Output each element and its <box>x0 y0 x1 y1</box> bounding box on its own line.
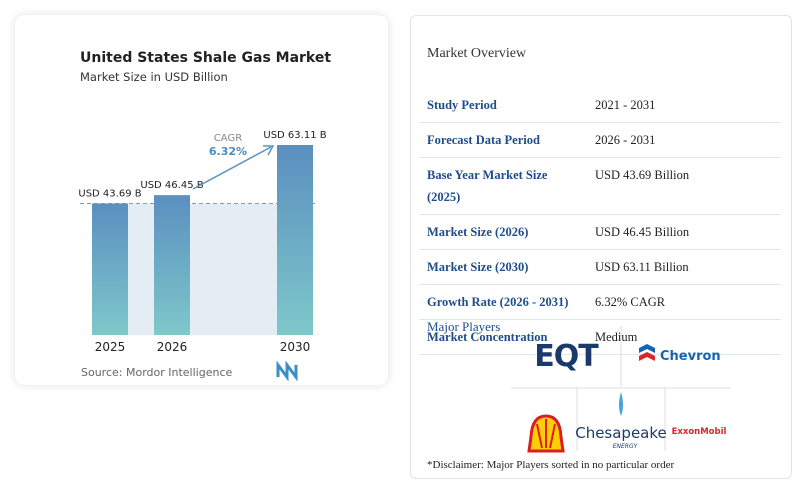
row-value: USD 63.11 Billion <box>587 249 781 285</box>
chart-title: United States Shale Gas Market <box>80 50 331 66</box>
players-title: Major Players <box>427 319 501 334</box>
chesapeake-logo: Chesapeake <box>575 424 667 442</box>
overview-row: Study Period 2021 - 2031 <box>419 88 781 123</box>
chevron-icon <box>639 344 655 353</box>
chevron-icon <box>639 352 655 361</box>
row-label: Growth Rate (2026 - 2031) <box>419 284 587 320</box>
overview-panel: Market Overview Study Period 2021 - 2031 F… <box>410 15 792 479</box>
row-value: USD 46.45 Billion <box>587 214 781 250</box>
shell-logo <box>527 414 565 453</box>
row-label: Market Size (2030) <box>419 249 587 285</box>
chesapeake-flame <box>619 392 623 416</box>
row-label: Market Concentration <box>419 319 587 355</box>
row-value: Medium <box>587 319 781 355</box>
value-label: USD 63.11 B <box>263 130 326 141</box>
x-tick-label: 2026 <box>157 340 188 354</box>
overview-row: Market Size (2030) USD 63.11 Billion <box>419 249 781 285</box>
x-tick-label: 2030 <box>280 340 311 354</box>
row-label: Base Year Market Size (2025) <box>419 157 587 215</box>
row-value: USD 43.69 Billion <box>587 157 781 215</box>
value-label: USD 46.45 B <box>140 180 203 191</box>
value-label: USD 43.69 B <box>78 188 141 199</box>
chart-card: United States Shale Gas Market Market Si… <box>15 15 388 385</box>
chevron-logo: Chevron <box>660 349 721 364</box>
row-label: Forecast Data Period <box>419 122 587 158</box>
background-band <box>92 203 313 335</box>
overview-title: Market Overview <box>427 46 527 61</box>
row-value: 6.32% CAGR <box>587 284 781 320</box>
disclaimer: *Disclaimer: Major Players sorted in no … <box>427 459 675 471</box>
overview-row: Growth Rate (2026 - 2031) 6.32% CAGR <box>419 284 781 320</box>
chart-subtitle: Market Size in USD Billion <box>80 70 228 84</box>
bar <box>92 203 128 335</box>
chesapeake-sub: ENERGY <box>613 443 639 450</box>
overview-row: Market Size (2026) USD 46.45 Billion <box>419 214 781 250</box>
source: Source: Mordor Intelligence <box>81 366 232 379</box>
cagr-arrow <box>192 146 272 190</box>
overview-row: Base Year Market Size (2025) USD 43.69 Bi… <box>419 157 781 215</box>
row-label: Study Period <box>419 88 587 123</box>
overview-table: Study Period 2021 - 2031 Forecast Data Per… <box>419 88 781 355</box>
row-value: 2021 - 2031 <box>587 88 781 123</box>
bar <box>154 195 190 335</box>
exxonmobil-logo: ExxonMobil <box>672 427 727 437</box>
row-value: 2026 - 2031 <box>587 122 781 158</box>
logo <box>276 360 298 382</box>
row-label: Market Size (2026) <box>419 214 587 250</box>
overview-row: Market Concentration Medium <box>419 319 781 355</box>
cagr-value: 6.32% <box>209 145 247 158</box>
chart: United States Shale Gas Market Market Si… <box>78 50 331 382</box>
player-logos: EQT Chevron Chesapeake ENERGY ExxonMobil <box>511 326 731 453</box>
cagr-arrowhead <box>263 145 275 156</box>
cagr-label: CAGR <box>214 133 242 144</box>
bar <box>277 145 313 335</box>
x-tick-label: 2025 <box>95 340 126 354</box>
eqt-logo: EQT <box>534 339 599 374</box>
overview-row: Forecast Data Period 2026 - 2031 <box>419 122 781 158</box>
